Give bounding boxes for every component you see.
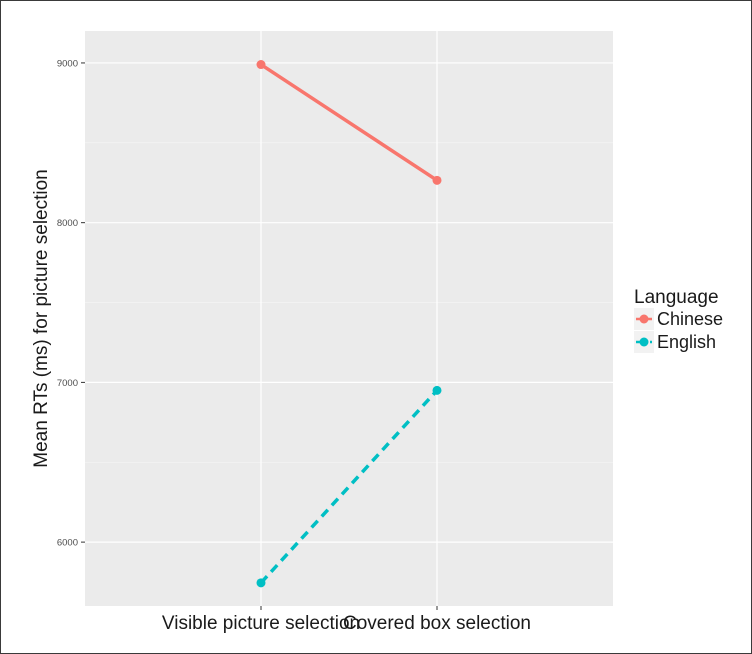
plot-panel: [85, 31, 613, 606]
legend-key-point: [639, 314, 649, 324]
legend-label: English: [657, 332, 716, 352]
series-english: [256, 385, 442, 588]
y-tick-label: 8000: [57, 218, 78, 229]
data-point: [432, 175, 442, 185]
y-tick-label: 9000: [57, 58, 78, 69]
data-point: [432, 385, 442, 395]
series-line-chinese: [260, 63, 438, 182]
x-tick-label: Covered box selection: [343, 613, 531, 634]
major-gridlines: [85, 31, 613, 606]
series-line-english: [259, 389, 439, 585]
series-layer: [256, 60, 442, 588]
legend: Language Chinese English: [634, 287, 723, 353]
data-point: [256, 578, 266, 588]
series-chinese: [256, 60, 442, 185]
legend-item-chinese: Chinese: [634, 308, 723, 330]
legend-key-point: [639, 337, 649, 347]
minor-gridlines: [85, 142, 613, 463]
y-axis-ticks: 6000 7000 8000 9000: [57, 58, 85, 549]
legend-label: Chinese: [657, 309, 723, 329]
y-axis-label: Mean RTs (ms) for picture selection: [31, 169, 52, 467]
y-tick-label: 6000: [57, 538, 78, 549]
data-point: [256, 60, 266, 70]
legend-title: Language: [634, 287, 719, 308]
legend-item-english: English: [634, 331, 716, 353]
y-tick-label: 7000: [57, 378, 78, 389]
x-tick-label: Visible picture selection: [162, 613, 360, 634]
